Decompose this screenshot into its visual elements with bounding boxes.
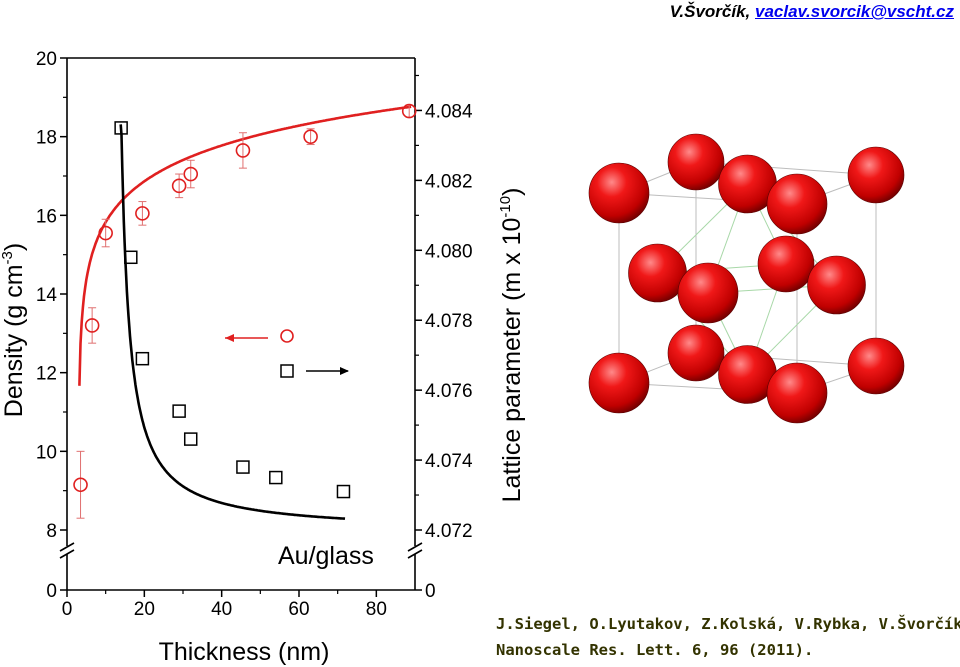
axis-break-mark <box>59 542 75 552</box>
fcc-unit-cell <box>588 133 905 424</box>
x-tick-label: 80 <box>366 599 387 620</box>
y-right-tick-label: 4.084 <box>425 101 473 122</box>
atom-sphere <box>757 235 815 293</box>
legend-lattice-arrowhead <box>340 367 349 375</box>
atom-sphere <box>766 173 828 235</box>
lattice-point <box>336 484 351 499</box>
y-right-tick-label: 4.074 <box>425 451 473 472</box>
y-left-tick-label: 12 <box>36 364 57 385</box>
density-point <box>235 143 251 158</box>
author-email-link[interactable]: vaclav.svorcik@vscht.cz <box>755 2 954 21</box>
density-point <box>84 318 100 333</box>
atom-sphere <box>807 255 866 315</box>
atom-sphere <box>667 324 725 382</box>
y-axis-right-label: Lattice parameter (m x 10-10) <box>497 188 526 503</box>
x-axis-label: Thickness (nm) <box>159 638 330 666</box>
lattice-point <box>114 121 128 135</box>
y-left-tick-label: 18 <box>36 128 57 149</box>
lattice-point <box>124 250 138 265</box>
atom-sphere <box>588 162 650 224</box>
lattice-point <box>236 460 250 474</box>
atom-sphere <box>766 362 828 424</box>
density-lattice-chart: 0 20 40 60 80 8 10 12 14 16 18 20 0 4.072 4.074 4.076 4.… <box>0 49 526 666</box>
annotation-label: Au/glass <box>278 542 374 570</box>
y-right-tick-label: 4.082 <box>425 171 473 192</box>
atom-sphere <box>847 337 905 395</box>
lattice-point <box>135 351 150 366</box>
chart-legend <box>225 329 349 378</box>
density-point <box>303 129 318 144</box>
y-right-zero-label: 0 <box>425 581 436 602</box>
density-point <box>183 166 199 182</box>
lattice-fit-curve <box>119 124 346 520</box>
y-right-tick-label: 4.078 <box>425 311 473 332</box>
density-point <box>73 477 88 493</box>
y-left-tick-label: 10 <box>36 442 57 463</box>
atom-sphere <box>588 352 650 414</box>
y-right-tick-label: 4.076 <box>425 381 473 402</box>
author-name: V.Švorčík, <box>669 2 751 21</box>
citation: J.Siegel, O.Lyutakov, Z.Kolská, V.Rybka,… <box>496 611 960 663</box>
y-left-tick-label: 14 <box>36 285 58 306</box>
chart-ticks: 0 20 40 60 80 8 10 12 14 16 18 20 0 4.072 4.074 4.076 4.… <box>36 49 473 620</box>
axis-break-mark <box>407 549 423 559</box>
density-point <box>171 178 187 194</box>
x-tick-label: 60 <box>288 599 309 620</box>
legend-density-arrowhead <box>225 334 234 342</box>
axis-break-mark <box>407 542 423 552</box>
x-tick-label: 40 <box>211 599 232 620</box>
x-tick-label: 0 <box>62 599 73 620</box>
author-credit: V.Švorčík, vaclav.svorcik@vscht.cz <box>670 2 954 22</box>
y-axis-left-label: Density (g cm-3) <box>0 243 28 417</box>
y-right-tick-label: 4.080 <box>425 241 473 262</box>
density-point <box>98 225 113 241</box>
lattice-point <box>269 470 283 485</box>
density-point <box>401 103 417 119</box>
citation-line-1: J.Siegel, O.Lyutakov, Z.Kolská, V.Rybka,… <box>496 615 960 633</box>
lattice-point <box>172 404 186 418</box>
y-right-tick-label: 4.072 <box>425 521 473 542</box>
chart-axes <box>59 57 423 591</box>
atom-sphere <box>847 146 905 204</box>
citation-line-2: Nanoscale Res. Lett. 6, 96 (2011). <box>496 641 814 659</box>
atom-sphere <box>667 133 725 191</box>
legend-lattice-marker <box>280 364 294 378</box>
x-tick-label: 20 <box>134 599 155 620</box>
data-points <box>73 103 417 519</box>
density-fit-curve <box>78 105 412 386</box>
axis-break-mark <box>59 549 75 559</box>
density-point <box>135 206 150 221</box>
legend-density-marker <box>280 329 294 343</box>
y-left-zero-label: 0 <box>46 581 57 602</box>
y-left-tick-label: 16 <box>36 206 57 227</box>
atom-sphere <box>677 262 739 324</box>
fit-curves <box>78 105 412 520</box>
y-left-tick-label: 8 <box>46 521 57 542</box>
lattice-point <box>183 432 198 446</box>
y-left-tick-label: 20 <box>36 49 57 70</box>
